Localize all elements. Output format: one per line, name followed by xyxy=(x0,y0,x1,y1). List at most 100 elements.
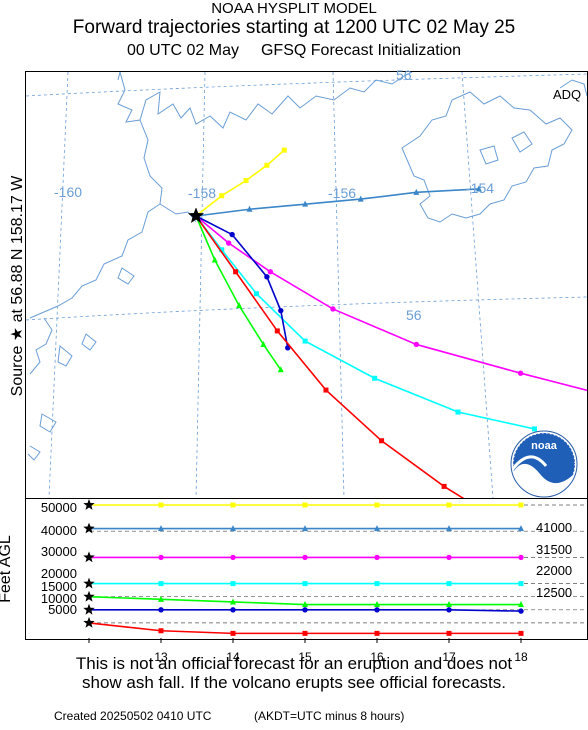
height-profile-point xyxy=(302,554,308,561)
height-profile-point xyxy=(158,502,164,508)
height-profile-point xyxy=(518,608,524,614)
height-profile-point xyxy=(374,525,380,532)
trajectory-point xyxy=(357,195,364,202)
trajectory-line xyxy=(195,188,479,217)
height-profile-point xyxy=(230,554,236,561)
height-profile-point xyxy=(446,525,452,532)
height-profile-point xyxy=(374,554,380,561)
tick-50000: 50000 xyxy=(41,500,77,515)
height-profile-point xyxy=(518,601,524,608)
height-profile-point xyxy=(158,607,164,613)
height-profile-point xyxy=(374,607,380,613)
height-profile-point xyxy=(158,581,164,587)
height-profile-point xyxy=(374,581,380,587)
height-profile-point xyxy=(446,554,452,561)
height-profile-point xyxy=(446,601,452,608)
height-profile-point xyxy=(158,628,164,634)
trajectory-point xyxy=(264,162,270,168)
trajectory-point xyxy=(475,185,482,192)
trajectory-point xyxy=(225,240,232,246)
height-profile-point xyxy=(374,601,380,608)
trajectory-point xyxy=(372,375,378,381)
lat-label-top: 56 xyxy=(396,67,412,83)
disclaimer-line-1: This is not an official forecast for an … xyxy=(75,654,513,673)
trajectory-point xyxy=(455,409,461,415)
height-profile-point xyxy=(302,525,308,532)
trajectory-point xyxy=(236,302,243,309)
disclaimer-line-2: show ash fall. If the volcano erupts see… xyxy=(82,673,506,692)
height-profile-point xyxy=(230,630,236,636)
right-tick-31500: 31500 xyxy=(536,542,572,557)
map-layer xyxy=(26,72,587,498)
height-profile-point xyxy=(518,581,524,587)
height-profile-point xyxy=(374,502,380,508)
height-profile-point xyxy=(518,502,524,508)
tick-5000: 5000 xyxy=(48,602,77,617)
source-star-icon xyxy=(83,603,95,615)
height-profile-point xyxy=(518,630,524,636)
trajectory-point xyxy=(531,426,537,432)
height-profile-point xyxy=(446,581,452,587)
timezone-note: (AKDT=UTC minus 8 hours) xyxy=(254,709,405,723)
x-tick-14: 14 xyxy=(226,650,240,664)
height-profile-point xyxy=(158,595,164,602)
tick-30000: 30000 xyxy=(41,544,77,559)
trajectory-point xyxy=(517,370,524,376)
lon-label-156: -156 xyxy=(328,185,356,201)
noaa-logo: noaa xyxy=(510,430,578,498)
source-star-icon xyxy=(83,499,95,510)
height-profile-point xyxy=(446,630,452,636)
noaa-logo-text: noaa xyxy=(531,440,558,452)
height-profile-point xyxy=(230,502,236,508)
trajectory-line xyxy=(195,215,587,392)
height-profile-point xyxy=(158,525,164,532)
trajectory-point xyxy=(441,483,447,489)
right-tick-12500: 12500 xyxy=(536,585,572,600)
map-labels: -160 -158 -156 -154 56 56 xyxy=(54,67,494,323)
trajectory-point xyxy=(260,340,267,347)
trajectory-point xyxy=(267,269,274,275)
lon-label-154: -154 xyxy=(466,180,494,196)
trajectory-point xyxy=(229,231,235,238)
trajectory-point xyxy=(243,178,249,184)
lat-label-mid: 56 xyxy=(406,307,422,323)
trajectory-line xyxy=(195,215,282,371)
height-profile-point xyxy=(302,630,308,636)
init-time: 00 UTC 02 May xyxy=(126,42,239,59)
coastline xyxy=(27,72,587,461)
station-label-adq: ADQ xyxy=(553,87,581,102)
height-profile-point xyxy=(518,554,524,561)
height-profile-point xyxy=(230,607,236,613)
trajectory-title: Forward trajectories starting at 1200 UT… xyxy=(72,17,516,38)
height-profile-point xyxy=(302,581,308,587)
forecast-model: GFSQ Forecast Initialization xyxy=(260,42,462,59)
height-profile-point xyxy=(518,525,524,532)
trajectory-line xyxy=(195,149,285,217)
trajectory-point xyxy=(211,256,218,263)
graticule xyxy=(26,72,587,498)
trajectory-line xyxy=(195,215,465,498)
trajectory-point xyxy=(330,306,336,312)
trajectory-point xyxy=(379,438,385,444)
lon-label-160: -160 xyxy=(54,184,82,200)
right-tick-22000: 22000 xyxy=(536,563,572,578)
x-tick-18: 18 xyxy=(514,650,528,664)
x-tick-15: 15 xyxy=(298,650,312,664)
tick-10000: 10000 xyxy=(41,591,77,606)
vertical-x-ticks: 13 14 15 16 17 18 xyxy=(154,650,528,664)
source-star-icon xyxy=(83,577,95,589)
lon-label-158: -158 xyxy=(188,185,216,201)
height-profile-point xyxy=(446,502,452,508)
right-tick-41000: 41000 xyxy=(536,520,572,535)
source-star-icon xyxy=(187,207,205,224)
trajectory-point xyxy=(219,247,225,253)
height-profile-point xyxy=(158,554,164,561)
trajectory-point xyxy=(264,274,270,280)
trajectory-point xyxy=(278,307,284,314)
created-timestamp: Created 20250502 0410 UTC xyxy=(54,709,212,723)
trajectory-point xyxy=(281,147,287,153)
source-star-icon xyxy=(83,616,95,628)
height-profile-point xyxy=(374,630,380,636)
source-star-icon xyxy=(83,590,95,602)
